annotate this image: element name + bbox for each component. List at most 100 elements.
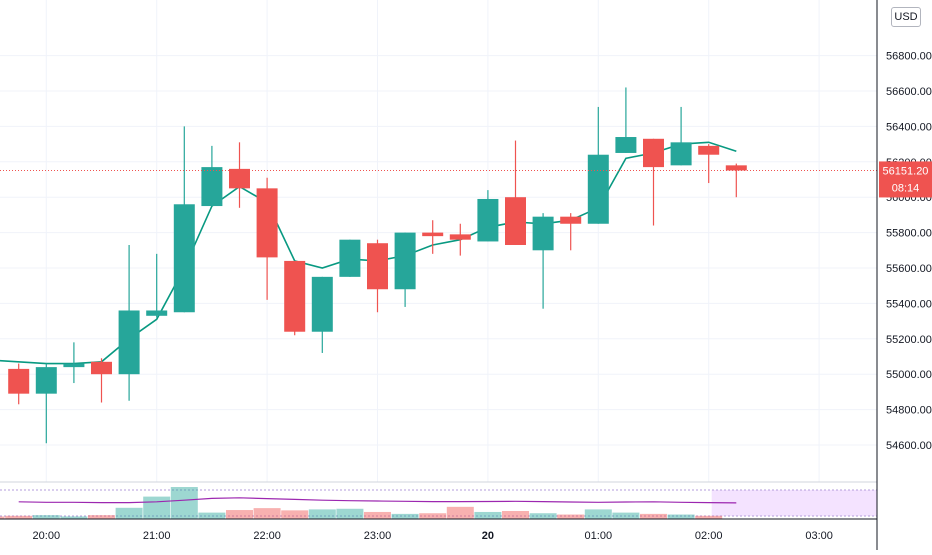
volume-bar: [198, 512, 226, 519]
candle-down[interactable]: [229, 142, 250, 208]
last-price-tag-bg: [879, 161, 932, 198]
candle-body: [201, 167, 223, 207]
candle-up[interactable]: [615, 87, 637, 153]
bar-countdown: 08:14: [892, 182, 920, 194]
volume-bar: [667, 514, 695, 519]
volume-bar: [32, 515, 60, 519]
price-tick-label: 55600.00: [886, 263, 932, 275]
volume-bar: [364, 511, 391, 519]
volume-bar: [391, 513, 419, 519]
time-tick-label: 02:00: [695, 530, 723, 542]
volume-bar: [143, 496, 171, 519]
candle-down[interactable]: [449, 223, 471, 256]
volume-bar: [88, 515, 115, 519]
volume-bar: [336, 508, 364, 519]
candle-down[interactable]: [8, 363, 30, 405]
candle-body: [284, 260, 306, 332]
candle-up[interactable]: [587, 106, 609, 224]
candle-body: [532, 216, 554, 251]
price-tick-label: 56800.00: [886, 51, 932, 63]
time-tick-label: 03:00: [805, 530, 833, 542]
candle-down[interactable]: [367, 239, 388, 313]
candle-up[interactable]: [63, 342, 85, 384]
time-tick-label: 20: [482, 530, 494, 542]
candle-body: [643, 138, 664, 168]
candle-down[interactable]: [560, 213, 582, 251]
volume-bar: [502, 511, 529, 519]
candle-up[interactable]: [670, 106, 692, 166]
volume-pane: [0, 481, 877, 519]
candle-body: [35, 367, 57, 394]
time-tick-label: 23:00: [364, 530, 392, 542]
volume-bar: [226, 510, 253, 519]
volume-bar: [584, 509, 612, 519]
price-tick-label: 54800.00: [886, 405, 932, 417]
candle-body: [8, 368, 30, 394]
candle-down[interactable]: [91, 358, 112, 403]
candle-up[interactable]: [118, 244, 140, 401]
volume-bar: [0, 516, 5, 519]
candle-body: [477, 198, 499, 242]
candle-down[interactable]: [643, 138, 664, 226]
candle-up[interactable]: [339, 239, 361, 277]
volume-bar: [529, 513, 557, 519]
candle-up[interactable]: [35, 363, 57, 444]
volume-bar: [170, 487, 198, 519]
candle-body: [229, 168, 250, 189]
price-tick-label: 55000.00: [886, 369, 932, 381]
candle-up[interactable]: [201, 145, 223, 207]
volume-bar: [253, 508, 281, 519]
volume-bar: [308, 509, 336, 519]
volume-bar: [474, 511, 502, 519]
candle-body: [118, 310, 140, 375]
candle-body: [91, 361, 112, 375]
volume-bar: [695, 515, 723, 519]
volume-shaded-region: [711, 490, 877, 516]
volume-bar: [446, 506, 474, 519]
candle-body: [615, 137, 637, 153]
volume-bar: [557, 514, 585, 519]
volume-bar: [281, 510, 309, 519]
price-tick-label: 55200.00: [886, 334, 932, 346]
candle-body: [146, 310, 168, 316]
candle-up[interactable]: [394, 232, 416, 307]
candle-down[interactable]: [256, 177, 278, 300]
candle-down[interactable]: [505, 140, 526, 245]
volume-bar: [115, 507, 143, 519]
candle-body: [256, 188, 278, 258]
candle-body: [367, 243, 388, 290]
price-tick-label: 56600.00: [886, 86, 932, 98]
candle-up[interactable]: [532, 213, 554, 309]
grid-lines: [0, 0, 877, 482]
candle-up[interactable]: [311, 276, 333, 353]
candle-body: [505, 197, 526, 245]
currency-button[interactable]: USD: [891, 7, 921, 27]
volume-bar: [612, 512, 640, 519]
volume-bar: [419, 513, 447, 519]
candle-up[interactable]: [477, 190, 499, 242]
volume-bar: [640, 513, 667, 519]
price-tick-label: 55800.00: [886, 228, 932, 240]
volume-bar: [60, 516, 88, 519]
candle-down[interactable]: [422, 220, 444, 254]
candle-body: [725, 165, 747, 171]
time-tick-label: 21:00: [143, 530, 171, 542]
candle-body: [670, 142, 692, 166]
candle-up[interactable]: [173, 126, 195, 313]
time-tick-label: 20:00: [33, 530, 61, 542]
candles: [8, 87, 747, 444]
time-tick-label: 01:00: [585, 530, 613, 542]
candle-body: [698, 145, 720, 155]
candle-body: [394, 232, 416, 290]
candle-down[interactable]: [284, 260, 306, 336]
volume-bar: [5, 515, 33, 519]
candle-up[interactable]: [146, 253, 168, 318]
candle-down[interactable]: [725, 163, 747, 198]
time-tick-label: 22:00: [253, 530, 281, 542]
candle-down[interactable]: [698, 144, 720, 184]
candle-body: [422, 232, 444, 237]
candle-body: [173, 204, 195, 313]
